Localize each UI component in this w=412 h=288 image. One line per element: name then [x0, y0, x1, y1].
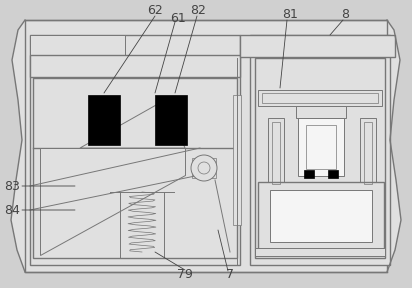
Bar [270, 190, 372, 242]
Bar [255, 248, 385, 256]
Bar [296, 106, 346, 118]
Bar [30, 35, 125, 75]
Bar [88, 95, 120, 145]
Bar [255, 58, 385, 258]
Bar [304, 170, 314, 178]
Polygon shape [387, 20, 401, 272]
Bar [306, 125, 336, 169]
Bar [328, 170, 338, 178]
Text: 7: 7 [226, 268, 234, 281]
Text: 62: 62 [147, 3, 163, 16]
Bar [258, 182, 384, 250]
Bar [258, 90, 382, 106]
Text: 61: 61 [170, 12, 186, 24]
Bar [250, 35, 390, 265]
Bar [360, 118, 376, 188]
Bar [262, 93, 378, 103]
Bar [240, 35, 395, 57]
Text: 83: 83 [4, 179, 20, 192]
Bar [33, 78, 237, 258]
Bar [25, 20, 387, 272]
Text: 82: 82 [190, 3, 206, 16]
Bar [268, 118, 284, 188]
Polygon shape [80, 100, 185, 148]
Text: 84: 84 [4, 204, 20, 217]
Bar [30, 35, 240, 265]
Bar [272, 122, 280, 184]
Circle shape [191, 155, 217, 181]
Bar [233, 95, 241, 225]
Bar [298, 118, 344, 176]
Bar [192, 158, 216, 178]
Text: 79: 79 [177, 268, 193, 281]
Circle shape [198, 162, 210, 174]
Bar [155, 95, 187, 145]
Text: 8: 8 [341, 9, 349, 22]
Polygon shape [40, 148, 185, 255]
Text: 81: 81 [282, 9, 298, 22]
Bar [30, 55, 240, 77]
Polygon shape [11, 20, 25, 272]
Bar [364, 122, 372, 184]
